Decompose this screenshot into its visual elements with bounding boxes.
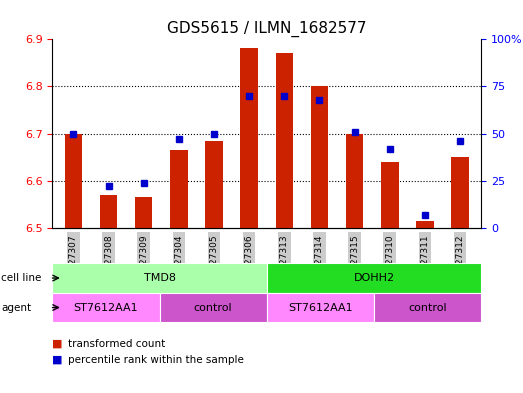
Text: transformed count: transformed count [68,339,165,349]
Bar [451,157,469,228]
Bar [416,221,434,228]
Bar [170,150,188,228]
Text: TMD8: TMD8 [143,273,176,283]
Text: ST7612AA1: ST7612AA1 [74,303,138,312]
Text: agent: agent [1,303,31,312]
Text: DOHH2: DOHH2 [354,273,394,283]
Text: control: control [408,303,447,312]
Bar [241,48,258,228]
Text: ■: ■ [52,354,63,365]
Title: GDS5615 / ILMN_1682577: GDS5615 / ILMN_1682577 [167,20,367,37]
Bar [135,197,153,228]
Bar [65,134,82,228]
Bar [311,86,328,228]
Text: cell line: cell line [1,273,41,283]
Bar [100,195,117,228]
Text: ST7612AA1: ST7612AA1 [288,303,353,312]
Text: percentile rank within the sample: percentile rank within the sample [68,354,244,365]
Text: control: control [194,303,232,312]
Bar [381,162,399,228]
Bar [276,53,293,228]
Bar [205,141,223,228]
Bar [346,134,363,228]
Text: ■: ■ [52,339,63,349]
